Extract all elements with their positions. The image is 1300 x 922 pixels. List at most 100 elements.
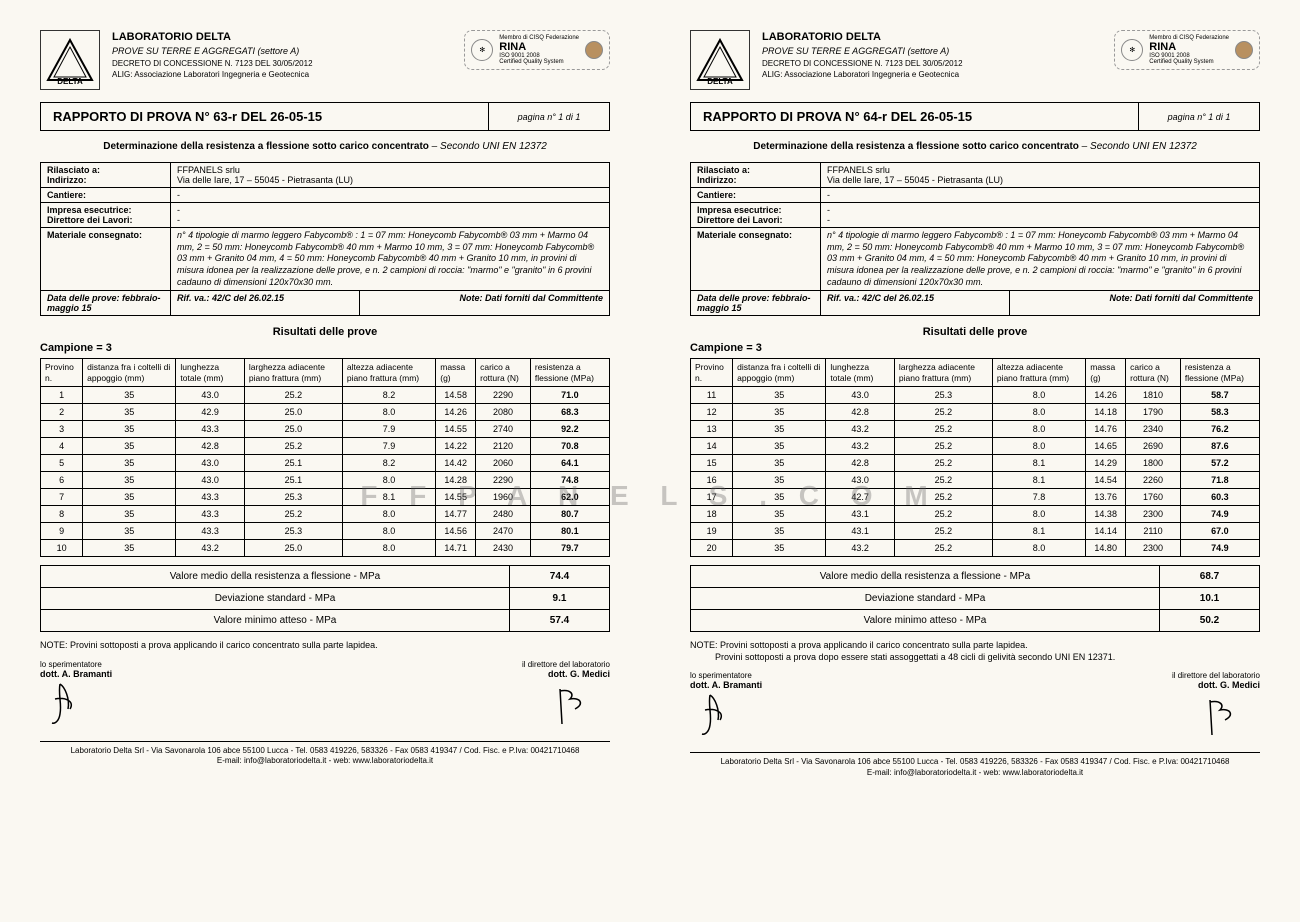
- table-cell: 1960: [476, 488, 531, 505]
- table-cell: 14.28: [436, 471, 476, 488]
- table-cell: 25.2: [244, 386, 342, 403]
- table-cell: 1790: [1126, 403, 1181, 420]
- table-header: larghezza adiacente piano frattura (mm): [894, 359, 992, 386]
- table-cell: 43.1: [826, 505, 895, 522]
- lab-sub3: ALIG: Associazione Laboratori Ingegneria…: [762, 69, 1102, 80]
- lab-sub1: PROVE SU TERRE E AGGREGATI (settore A): [112, 45, 452, 58]
- table-header: lunghezza totale (mm): [176, 359, 245, 386]
- pagina: pagina n° 1 di 1: [489, 103, 609, 130]
- table-cell: 35: [83, 471, 176, 488]
- table-cell: 14.42: [436, 454, 476, 471]
- table-cell: 43.3: [176, 505, 245, 522]
- table-header: distanza fra i coltelli di appoggio (mm): [83, 359, 176, 386]
- table-cell: 43.0: [176, 386, 245, 403]
- table-cell: 13: [691, 420, 733, 437]
- table-row: 133543.225.28.014.76234076.2: [691, 420, 1260, 437]
- table-cell: 14.26: [436, 403, 476, 420]
- table-cell: 43.2: [826, 437, 895, 454]
- summary-value: 9.1: [510, 587, 610, 609]
- table-cell: 42.8: [826, 403, 895, 420]
- lab-info: LABORATORIO DELTAPROVE SU TERRE E AGGREG…: [762, 30, 1102, 80]
- table-header: resistenza a flessione (MPa): [1180, 359, 1259, 386]
- table-cell: 35: [83, 488, 176, 505]
- table-cell: 8.0: [992, 403, 1085, 420]
- summary-value: 50.2: [1160, 609, 1260, 631]
- table-cell: 25.2: [894, 488, 992, 505]
- table-cell: 7: [41, 488, 83, 505]
- footer: Laboratorio Delta Srl - Via Savonarola 1…: [40, 741, 610, 767]
- table-cell: 11: [691, 386, 733, 403]
- table-row: 203543.225.28.014.80230074.9: [691, 539, 1260, 556]
- table-cell: 25.2: [894, 454, 992, 471]
- table-cell: 9: [41, 522, 83, 539]
- lab-name: LABORATORIO DELTA: [112, 30, 452, 45]
- table-row: 53543.025.18.214.42206064.1: [41, 454, 610, 471]
- table-cell: 87.6: [1180, 437, 1259, 454]
- table-cell: 14.55: [436, 488, 476, 505]
- table-cell: 35: [733, 454, 826, 471]
- table-cell: 17: [691, 488, 733, 505]
- table-cell: 2290: [476, 386, 531, 403]
- table-cell: 25.3: [894, 386, 992, 403]
- table-row: 23542.925.08.014.26208068.3: [41, 403, 610, 420]
- table-cell: 8.0: [342, 522, 435, 539]
- summary-label: Deviazione standard - MPa: [691, 587, 1160, 609]
- summary-label: Valore medio della resistenza a flession…: [41, 565, 510, 587]
- table-cell: 8.0: [992, 386, 1085, 403]
- table-cell: 2690: [1126, 437, 1181, 454]
- table-cell: 4: [41, 437, 83, 454]
- note-text: NOTE: Provini sottoposti a prova applica…: [40, 640, 610, 652]
- table-cell: 35: [733, 386, 826, 403]
- table-cell: 25.2: [244, 505, 342, 522]
- table-cell: 25.2: [894, 437, 992, 454]
- table-cell: 43.3: [176, 522, 245, 539]
- table-row: 123542.825.28.014.18179058.3: [691, 403, 1260, 420]
- table-cell: 25.2: [894, 420, 992, 437]
- table-row: 73543.325.38.114.55196062.0: [41, 488, 610, 505]
- table-cell: 92.2: [530, 420, 609, 437]
- report-page-1: DELTALABORATORIO DELTAPROVE SU TERRE E A…: [0, 0, 650, 922]
- table-row: 173542.725.27.813.76176060.3: [691, 488, 1260, 505]
- table-cell: 57.2: [1180, 454, 1259, 471]
- table-cell: 14.80: [1086, 539, 1126, 556]
- table-cell: 79.7: [530, 539, 609, 556]
- table-header: resistenza a flessione (MPa): [530, 359, 609, 386]
- table-cell: 74.9: [1180, 539, 1259, 556]
- summary-value: 68.7: [1160, 565, 1260, 587]
- determination-title: Determinazione della resistenza a flessi…: [690, 141, 1260, 152]
- table-cell: 43.2: [826, 420, 895, 437]
- table-cell: 35: [733, 471, 826, 488]
- table-cell: 2290: [476, 471, 531, 488]
- table-cell: 25.2: [894, 471, 992, 488]
- table-cell: 8.1: [992, 522, 1085, 539]
- table-cell: 8.0: [342, 505, 435, 522]
- table-cell: 58.3: [1180, 403, 1259, 420]
- table-cell: 7.9: [342, 437, 435, 454]
- table-cell: 25.3: [244, 488, 342, 505]
- table-cell: 2300: [1126, 505, 1181, 522]
- table-cell: 25.2: [894, 505, 992, 522]
- table-cell: 8.0: [342, 539, 435, 556]
- table-cell: 35: [83, 386, 176, 403]
- table-cell: 25.1: [244, 471, 342, 488]
- table-row: 83543.325.28.014.77248080.7: [41, 505, 610, 522]
- table-cell: 5: [41, 454, 83, 471]
- table-cell: 43.0: [176, 454, 245, 471]
- report-page-2: DELTALABORATORIO DELTAPROVE SU TERRE E A…: [650, 0, 1300, 922]
- table-cell: 25.1: [244, 454, 342, 471]
- table-cell: 25.0: [244, 539, 342, 556]
- summary-label: Deviazione standard - MPa: [41, 587, 510, 609]
- table-cell: 12: [691, 403, 733, 420]
- table-cell: 35: [83, 437, 176, 454]
- table-header: Provino n.: [41, 359, 83, 386]
- summary-table: Valore medio della resistenza a flession…: [690, 565, 1260, 632]
- table-cell: 42.7: [826, 488, 895, 505]
- table-cell: 35: [733, 539, 826, 556]
- info-table: Rilasciato a:Indirizzo:FFPANELS srluVia …: [690, 162, 1260, 316]
- table-cell: 14.38: [1086, 505, 1126, 522]
- table-cell: 8.1: [342, 488, 435, 505]
- table-cell: 35: [83, 454, 176, 471]
- table-cell: 43.3: [176, 488, 245, 505]
- table-cell: 62.0: [530, 488, 609, 505]
- table-cell: 1810: [1126, 386, 1181, 403]
